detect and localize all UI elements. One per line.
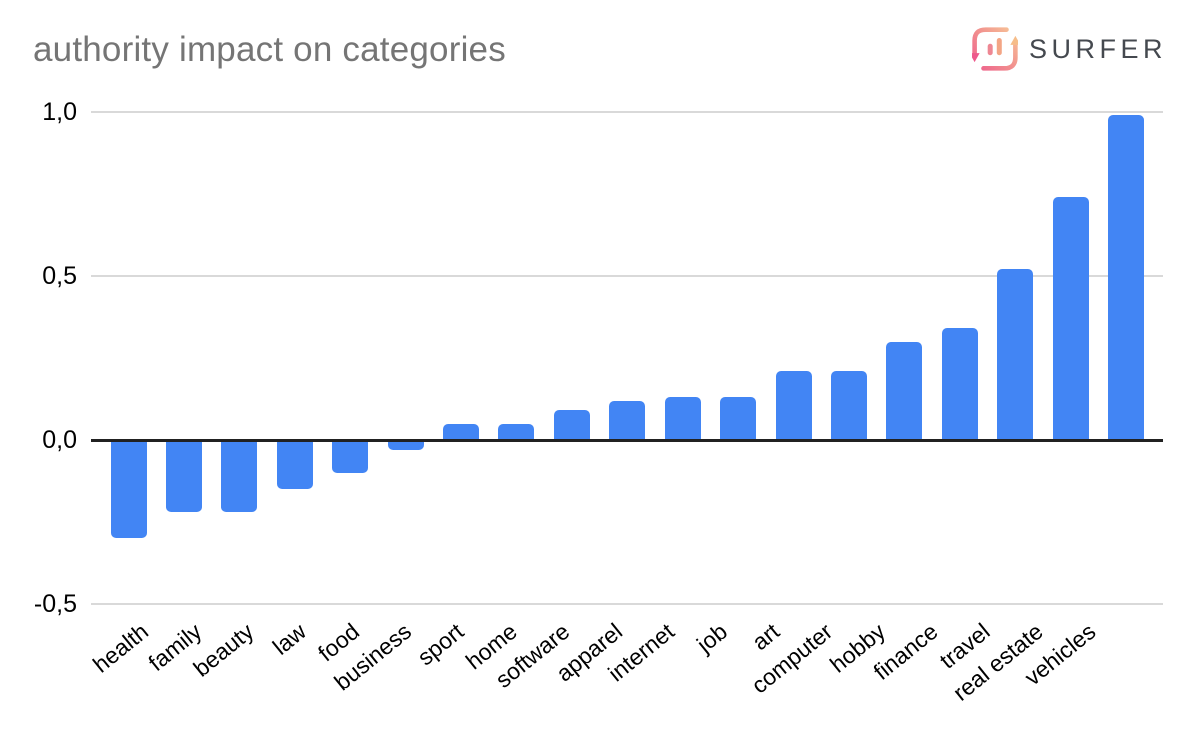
y-tick-label-0,5: 0,5 bbox=[42, 262, 77, 290]
bar-real-estate bbox=[1052, 197, 1089, 440]
bar-family bbox=[165, 440, 202, 513]
bar-food bbox=[332, 440, 369, 473]
x-label-beauty: beauty bbox=[188, 618, 259, 682]
bar-sport bbox=[443, 423, 480, 440]
bar-home bbox=[498, 423, 535, 440]
x-label-law: law bbox=[267, 618, 312, 660]
bar-job bbox=[720, 397, 757, 440]
chart-title: authority impact on categories bbox=[33, 30, 506, 69]
bar-software bbox=[553, 410, 590, 440]
surfer-logo: SURFER bbox=[971, 27, 1167, 71]
y-tick-label-0,0: 0,0 bbox=[42, 426, 77, 454]
bar-beauty bbox=[221, 440, 258, 513]
bar-apparel bbox=[609, 400, 646, 440]
bar-internet bbox=[664, 397, 701, 440]
bar-law bbox=[276, 440, 313, 490]
x-label-sport: sport bbox=[412, 618, 469, 671]
x-label-job: job bbox=[691, 618, 732, 658]
bar-business bbox=[387, 440, 424, 450]
surfer-cycle-bars-icon bbox=[971, 27, 1018, 71]
bar-vehicles bbox=[1108, 115, 1145, 440]
gridline-1,0 bbox=[91, 111, 1163, 113]
y-tick-label--0,5: -0,5 bbox=[33, 590, 77, 618]
bar-health bbox=[110, 440, 147, 539]
bar-art bbox=[775, 371, 812, 440]
gridline--0,5 bbox=[91, 603, 1163, 605]
x-axis-baseline bbox=[91, 438, 1163, 442]
y-tick-label-1,0: 1,0 bbox=[42, 98, 77, 126]
bar-finance bbox=[941, 328, 978, 440]
bar-hobby bbox=[886, 341, 923, 440]
bar-travel bbox=[997, 269, 1034, 440]
x-label-art: art bbox=[747, 618, 785, 656]
x-label-health: health bbox=[88, 618, 154, 678]
surfer-logo-text: SURFER bbox=[1028, 33, 1167, 64]
gridline-0,5 bbox=[91, 275, 1163, 277]
bar-computer bbox=[830, 371, 867, 440]
